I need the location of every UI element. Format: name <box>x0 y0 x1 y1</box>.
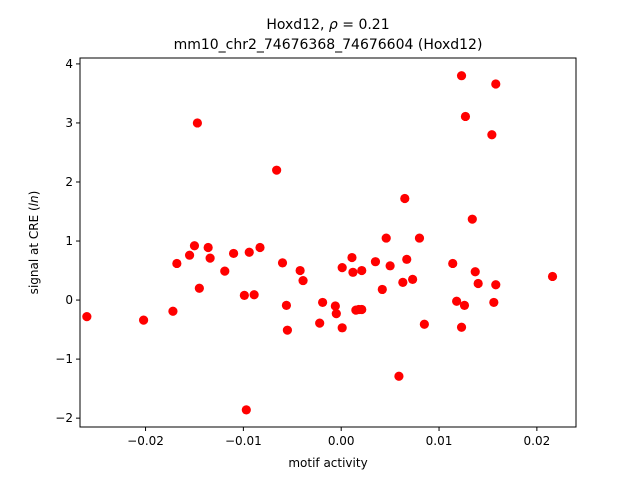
data-point <box>282 325 293 335</box>
y-axis-label: signal at CRE (ln) <box>27 191 41 295</box>
data-point <box>414 233 425 243</box>
y-tick-label: 1 <box>65 234 73 248</box>
y-axis-label-prefix: signal at CRE ( <box>27 206 41 294</box>
y-axis-label-italic: ln <box>27 195 41 206</box>
title-rho-symbol: ρ <box>329 17 338 33</box>
data-point <box>394 371 404 381</box>
data-point <box>408 274 418 284</box>
data-point <box>448 258 458 269</box>
data-point <box>370 257 381 267</box>
data-point <box>357 265 367 276</box>
data-point <box>398 277 408 287</box>
data-point <box>402 254 412 264</box>
data-point <box>456 322 467 332</box>
data-point <box>459 300 470 310</box>
data-point <box>205 253 215 263</box>
data-point <box>337 323 347 333</box>
title-equals: = <box>338 17 359 33</box>
data-point <box>249 290 259 300</box>
title-rho-value: 0.21 <box>358 17 389 33</box>
y-tick-label: −2 <box>55 411 73 425</box>
data-point <box>239 290 249 300</box>
data-points <box>82 71 558 415</box>
data-point <box>452 296 462 306</box>
data-point <box>460 111 471 122</box>
data-point <box>348 267 358 277</box>
data-point <box>331 309 341 319</box>
x-tick-label: 0.01 <box>426 434 453 448</box>
y-tick-label: 4 <box>65 57 73 71</box>
y-axis-label-suffix: ) <box>27 191 41 196</box>
data-point <box>241 405 251 415</box>
data-point <box>272 165 282 175</box>
y-tick-label: −1 <box>55 352 73 366</box>
data-point <box>255 242 265 253</box>
title-separator: , <box>320 17 329 33</box>
data-point <box>491 280 501 290</box>
data-point <box>295 265 305 276</box>
y-axis: −2 −1 0 1 2 3 4 <box>55 57 80 425</box>
y-tick-label: 2 <box>65 175 73 189</box>
data-point <box>491 79 501 89</box>
data-point <box>194 283 204 293</box>
data-point <box>330 301 340 311</box>
data-point <box>189 241 200 251</box>
data-point <box>315 318 325 328</box>
x-axis-label: motif activity <box>288 456 367 470</box>
chart-subtitle: mm10_chr2_74676368_74676604 (Hoxd12) <box>174 37 483 53</box>
x-tick-label: 0.00 <box>328 434 355 448</box>
data-point <box>318 297 328 308</box>
data-point <box>357 304 367 315</box>
data-point <box>470 267 480 277</box>
data-point <box>487 130 497 140</box>
chart-title: Hoxd12, ρ = 0.21 <box>266 17 389 33</box>
data-point <box>377 284 387 295</box>
x-tick-label: −0.01 <box>225 434 262 448</box>
data-point <box>489 297 499 308</box>
data-point <box>192 118 202 128</box>
data-point <box>184 250 195 260</box>
data-point <box>467 214 477 224</box>
data-point <box>381 233 391 243</box>
data-point <box>400 193 410 204</box>
data-point <box>473 278 483 289</box>
data-point <box>298 275 308 286</box>
data-point <box>138 315 149 325</box>
data-point <box>281 300 292 310</box>
data-point <box>228 248 239 259</box>
data-point <box>347 252 357 263</box>
x-axis: −0.02 −0.01 0.00 0.01 0.02 <box>127 427 550 448</box>
data-point <box>244 247 254 257</box>
x-tick-label: 0.02 <box>524 434 551 448</box>
data-point <box>203 242 213 253</box>
data-point <box>168 306 178 316</box>
y-tick-label: 3 <box>65 116 73 130</box>
title-gene: Hoxd12 <box>266 17 320 33</box>
data-point <box>456 71 467 81</box>
data-point <box>419 319 429 329</box>
data-point <box>385 261 395 271</box>
plot-frame <box>79 57 577 428</box>
data-point <box>220 266 230 276</box>
y-tick-label: 0 <box>65 293 73 307</box>
x-tick-label: −0.02 <box>127 434 164 448</box>
data-point <box>82 311 92 322</box>
data-point <box>337 262 347 273</box>
data-point <box>172 258 182 269</box>
data-point <box>277 258 288 268</box>
data-point <box>547 271 558 282</box>
